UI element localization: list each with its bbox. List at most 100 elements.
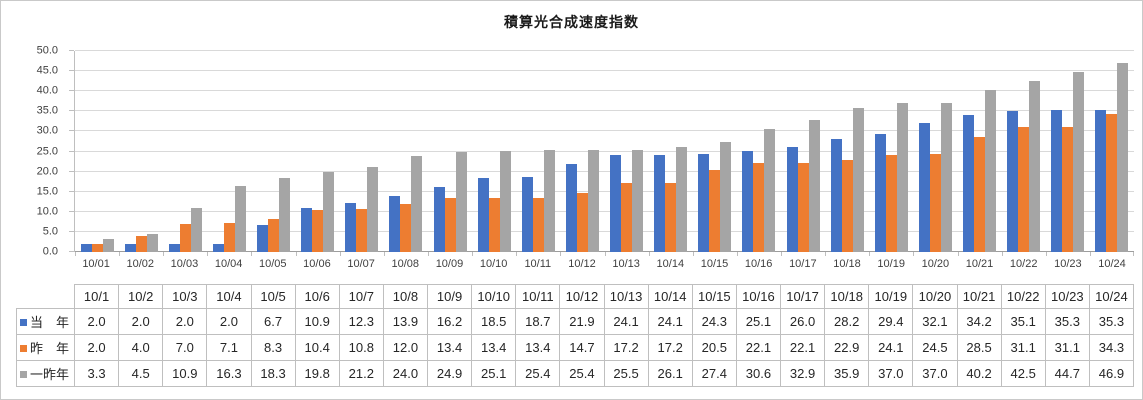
- x-axis-tick: [1089, 252, 1091, 256]
- x-axis-tick-label: 10/02: [126, 258, 155, 270]
- table-value-cell: 24.1: [868, 334, 914, 361]
- bar: [632, 149, 644, 252]
- table-value-cell: 25.1: [735, 308, 782, 335]
- table-value-cell: 32.9: [779, 360, 826, 387]
- bar: [146, 233, 158, 252]
- bar-group: [384, 51, 428, 252]
- chart-title: 積算光合成速度指数: [504, 14, 639, 30]
- x-axis-tick: [1001, 252, 1003, 256]
- bar: [985, 90, 997, 252]
- table-value-cell: 13.4: [426, 334, 473, 361]
- table-value-cell: 10.4: [294, 334, 340, 361]
- x-axis-tick-label: 10/03: [170, 258, 199, 270]
- table-value-cell: 18.3: [250, 360, 296, 387]
- x-axis-tick: [163, 252, 165, 256]
- series-label-cell: 一昨年: [16, 360, 75, 387]
- bar: [1051, 110, 1063, 252]
- table-value-cell: 31.1: [1044, 334, 1090, 361]
- x-axis-tick: [207, 252, 209, 256]
- bar-group: [207, 51, 251, 252]
- bar: [1007, 110, 1019, 252]
- table-value-cell: 4.0: [118, 334, 164, 361]
- x-axis: 10/01 10/02 10/03 10/04 10/05 10/06 10/07 10/08…: [74, 258, 1134, 270]
- bar: [91, 243, 103, 252]
- bar-group: [340, 51, 384, 252]
- table-value-cell: 35.3: [1044, 308, 1090, 335]
- bar: [433, 186, 445, 252]
- table-date-header: 10/24: [1088, 284, 1135, 309]
- bar: [808, 119, 820, 252]
- bar: [301, 208, 313, 252]
- bar-group: [428, 51, 472, 252]
- y-axis: 0.0 5.0 10.0 15.0 20.0 25.0 30.0 35.0 40.0 45.0 50…: [1, 45, 74, 257]
- table-value-cell: 40.2: [956, 360, 1002, 387]
- x-axis-tick-label: 10/15: [700, 258, 729, 270]
- bar: [477, 177, 489, 252]
- table-value-cell: 2.0: [162, 308, 208, 335]
- bar: [488, 198, 500, 252]
- table-value-cell: 10.8: [338, 334, 384, 361]
- bar: [389, 196, 401, 252]
- x-axis-tick: [472, 252, 474, 256]
- table-value-cell: 13.4: [515, 334, 561, 361]
- x-axis-tick-label: 10/19: [877, 258, 905, 270]
- y-axis-tick-label: 50.0: [36, 44, 58, 57]
- table-row: 一昨年 3.3 4.5 10.9 16.3 18.3 19.8 21.2 24.0 24.9 25.…: [16, 360, 1135, 387]
- bar: [268, 218, 280, 252]
- x-axis-tick: [692, 252, 694, 256]
- table-value-cell: 18.7: [515, 308, 561, 335]
- x-axis-tick: [383, 252, 385, 256]
- bar: [179, 223, 191, 252]
- table-header-row: 10/1 10/2 10/3 10/4 10/5 10/6 10/7 10/8 10/9 10/1…: [17, 284, 1135, 309]
- bar: [323, 172, 335, 252]
- x-axis-tick-label: 10/10: [479, 258, 508, 270]
- x-axis-tick: [251, 252, 253, 256]
- table-date-header: 10/13: [603, 284, 649, 309]
- bar-group: [605, 51, 649, 252]
- table-value-cell: 10.9: [162, 360, 208, 387]
- y-axis-tick: [69, 170, 74, 172]
- bar: [885, 155, 897, 252]
- x-axis-tick-label: 10/18: [833, 258, 861, 270]
- x-axis-tick-label: 10/05: [259, 258, 287, 270]
- x-axis-tick: [427, 252, 429, 256]
- bar: [356, 208, 368, 252]
- bar-group: [781, 51, 825, 252]
- table-value-cell: 42.5: [1000, 360, 1046, 387]
- bar: [720, 141, 732, 252]
- y-axis-tick-label: 30.0: [36, 124, 58, 137]
- table-value-cell: 3.3: [73, 360, 120, 387]
- table-value-cell: 12.0: [382, 334, 429, 361]
- y-axis-tick-label: 20.0: [36, 165, 58, 178]
- table-value-cell: 7.1: [206, 334, 252, 361]
- bar: [190, 208, 202, 252]
- x-axis-tick-label: 10/11: [524, 258, 552, 270]
- table-value-cell: 25.1: [471, 360, 517, 387]
- x-axis-tick: [913, 252, 915, 256]
- table-row: 当 年 2.0 2.0 2.0 2.0 6.7 10.9 12.3 13.9 16.2 18.5 18…: [16, 308, 1135, 335]
- bar: [841, 159, 853, 252]
- bar: [1095, 110, 1107, 252]
- bar: [1062, 126, 1074, 252]
- table-date-header: 10/10: [471, 284, 517, 309]
- x-axis-tick: [1133, 252, 1134, 256]
- x-axis-tick: [1045, 252, 1047, 256]
- bar: [1117, 63, 1129, 252]
- bar: [312, 210, 324, 252]
- table-value-cell: 25.4: [515, 360, 561, 387]
- bar: [102, 238, 114, 252]
- h-gridline: [75, 90, 1134, 92]
- table-value-cell: 16.3: [206, 360, 252, 387]
- bar: [610, 155, 622, 252]
- bar: [543, 149, 555, 252]
- table-value-cell: 44.7: [1044, 360, 1090, 387]
- bar: [345, 202, 357, 252]
- bar: [1073, 72, 1085, 252]
- table-value-cell: 31.1: [1000, 334, 1046, 361]
- bar-group: [958, 51, 1002, 252]
- table-value-cell: 29.4: [868, 308, 914, 335]
- table-date-header: 10/21: [956, 284, 1002, 309]
- bar: [896, 103, 908, 252]
- table-date-header: 10/7: [338, 284, 384, 309]
- table-value-cell: 8.3: [250, 334, 296, 361]
